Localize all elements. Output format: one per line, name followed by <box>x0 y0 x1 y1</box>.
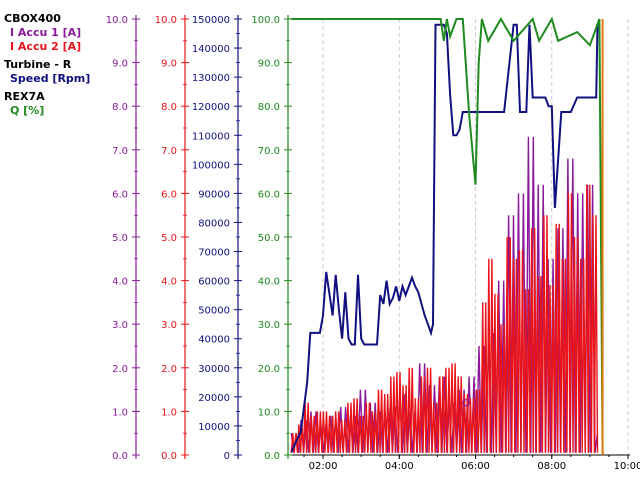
y-tick-label-speed: 50000 <box>198 306 230 317</box>
x-tick-label: 02:00 <box>309 461 338 472</box>
y-tick-label-accu2: 7.0 <box>161 146 177 157</box>
legend-device-rex7a: REX7A <box>4 90 45 103</box>
legend: CBOX400 I Accu 1 [A] I Accu 2 [A] Turbin… <box>4 12 104 118</box>
y-tick-label-speed: 90000 <box>198 189 230 200</box>
y-tick-label-speed: 30000 <box>198 364 230 375</box>
y-tick-label-accu2: 9.0 <box>161 59 177 70</box>
series-line-q <box>291 16 604 456</box>
y-tick-label-q: 20.0 <box>258 364 280 375</box>
y-tick-label-accu2: 8.0 <box>161 102 177 113</box>
y-tick-label-accu1: 0.0 <box>112 451 128 462</box>
legend-device-turbine: Turbine - R <box>4 58 72 71</box>
x-tick-label: 08:00 <box>537 461 566 472</box>
y-tick-label-accu2: 4.0 <box>161 277 177 288</box>
y-tick-label-q: 50.0 <box>258 233 280 244</box>
y-tick-label-accu1: 3.0 <box>112 320 128 331</box>
y-tick-label-accu1: 5.0 <box>112 233 128 244</box>
y-tick-label-q: 100.0 <box>251 15 280 26</box>
y-tick-label-accu1: 7.0 <box>112 146 128 157</box>
y-tick-label-q: 80.0 <box>258 102 280 113</box>
y-tick-label-accu1: 8.0 <box>112 102 128 113</box>
y-tick-label-accu1: 1.0 <box>112 407 128 418</box>
y-tick-label-speed: 140000 <box>192 44 230 55</box>
y-tick-label-speed: 120000 <box>192 102 230 113</box>
y-tick-label-accu2: 1.0 <box>161 407 177 418</box>
x-tick-label: 04:00 <box>385 461 414 472</box>
y-tick-label-speed: 110000 <box>192 131 230 142</box>
y-tick-label-speed: 150000 <box>192 15 230 26</box>
y-tick-label-accu1: 10.0 <box>106 15 128 26</box>
data-point-marker <box>462 399 470 407</box>
legend-series-q[interactable]: Q [%] <box>10 104 45 117</box>
y-tick-label-speed: 40000 <box>198 335 230 346</box>
y-tick-label-accu2: 2.0 <box>161 364 177 375</box>
y-tick-label-accu1: 4.0 <box>112 277 128 288</box>
y-tick-label-speed: 100000 <box>192 160 230 171</box>
y-tick-label-q: 40.0 <box>258 277 280 288</box>
y-tick-label-speed: 70000 <box>198 248 230 259</box>
y-tick-label-q: 30.0 <box>258 320 280 331</box>
series-line-speed <box>290 23 599 453</box>
y-tick-label-accu2: 10.0 <box>155 15 177 26</box>
y-tick-label-speed: 130000 <box>192 73 230 84</box>
y-tick-label-q: 70.0 <box>258 146 280 157</box>
legend-device-cbox400: CBOX400 <box>4 12 61 25</box>
y-tick-label-q: 0.0 <box>264 451 280 462</box>
y-tick-label-q: 10.0 <box>258 407 280 418</box>
y-tick-label-accu1: 6.0 <box>112 189 128 200</box>
y-tick-label-speed: 80000 <box>198 218 230 229</box>
y-tick-label-q: 90.0 <box>258 59 280 70</box>
series-line-accu2 <box>290 184 599 453</box>
x-tick-label: 06:00 <box>461 461 490 472</box>
y-tick-label-accu2: 5.0 <box>161 233 177 244</box>
y-tick-label-speed: 60000 <box>198 277 230 288</box>
y-tick-label-speed: 20000 <box>198 393 230 404</box>
y-tick-label-speed: 0 <box>224 451 230 462</box>
legend-series-accu1[interactable]: I Accu 1 [A] <box>10 26 82 39</box>
legend-series-speed[interactable]: Speed [Rpm] <box>10 72 91 85</box>
legend-series-accu2[interactable]: I Accu 2 [A] <box>10 40 82 53</box>
y-tick-label-accu2: 0.0 <box>161 451 177 462</box>
y-tick-label-speed: 10000 <box>198 422 230 433</box>
y-tick-label-accu2: 3.0 <box>161 320 177 331</box>
y-tick-label-accu1: 9.0 <box>112 59 128 70</box>
y-tick-label-accu2: 6.0 <box>161 189 177 200</box>
x-tick-label: 10:00 <box>614 461 640 472</box>
y-tick-label-accu1: 2.0 <box>112 364 128 375</box>
y-tick-label-q: 60.0 <box>258 189 280 200</box>
